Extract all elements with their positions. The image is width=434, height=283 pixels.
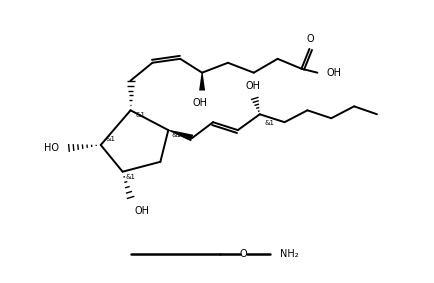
Text: &1: &1 <box>265 120 275 126</box>
Polygon shape <box>199 73 205 91</box>
Text: NH₂: NH₂ <box>279 249 298 259</box>
Text: HO: HO <box>44 143 59 153</box>
Text: &1: &1 <box>125 174 135 180</box>
Text: O: O <box>306 34 314 44</box>
Text: &1: &1 <box>171 132 181 138</box>
Polygon shape <box>168 130 193 141</box>
Text: OH: OH <box>135 206 150 216</box>
Text: O: O <box>239 249 247 259</box>
Text: OH: OH <box>193 98 207 108</box>
Text: OH: OH <box>326 68 341 78</box>
Text: OH: OH <box>245 82 260 91</box>
Text: &1: &1 <box>135 112 145 118</box>
Text: &1: &1 <box>106 136 116 142</box>
